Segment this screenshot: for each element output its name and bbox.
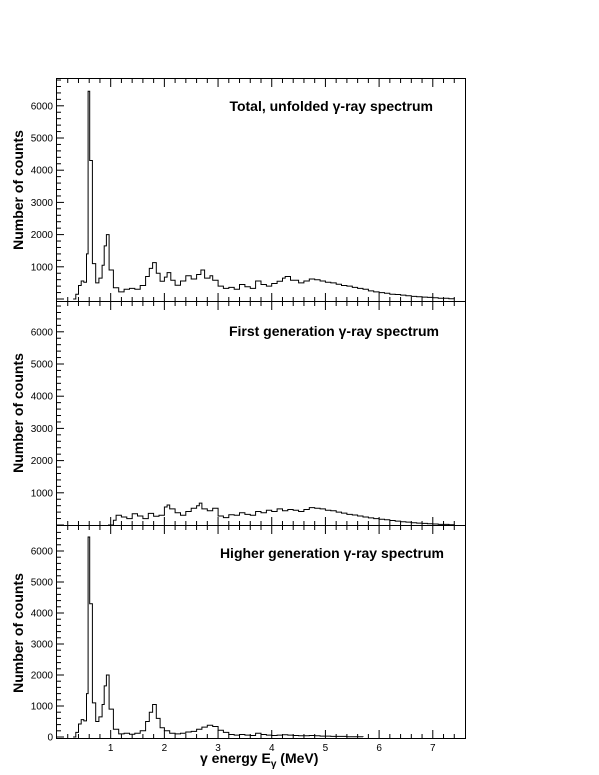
histogram-line (73, 90, 455, 300)
y-tick-label: 2000 (31, 671, 54, 682)
x-tick-label: 4 (269, 743, 275, 754)
histogram-line (73, 536, 364, 738)
y-tick-label: 5000 (31, 578, 54, 589)
y-axis-label: Number of counts (10, 130, 26, 250)
y-axis-label: Number of counts (10, 573, 26, 693)
x-axis-label-subscript: γ (271, 759, 277, 770)
panel-frame (56, 525, 466, 739)
y-tick-label: 3000 (31, 424, 54, 435)
panel-title: Higher generation γ-ray spectrum (220, 545, 444, 561)
y-tick-label: 6000 (31, 547, 54, 558)
y-tick-label: 5000 (31, 360, 54, 371)
x-axis-label-unit: (MeV) (276, 750, 318, 766)
y-tick-label: 3000 (31, 640, 54, 651)
y-tick-label: 4000 (31, 609, 54, 620)
x-axis-label-main: γ energy E (200, 750, 271, 766)
histogram-line (108, 502, 455, 526)
y-tick-label: 2000 (31, 230, 54, 241)
y-tick-label: 6000 (31, 327, 54, 338)
y-tick-label: 5000 (31, 134, 54, 145)
tick-group: 1000 2000 3000 4000 5000 6000 (31, 302, 455, 526)
y-tick-label: 4000 (31, 392, 54, 403)
x-tick-label: 1 (108, 743, 114, 754)
y-tick-label: 2000 (31, 456, 54, 467)
tick-group: 1000 2000 3000 4000 5000 6000 (31, 79, 455, 301)
y-tick-label: 3000 (31, 198, 54, 209)
y-tick-label: 1000 (31, 702, 54, 713)
x-tick-label: 7 (430, 743, 436, 754)
panel-title: Total, unfolded γ-ray spectrum (229, 98, 433, 114)
panel-title: First generation γ-ray spectrum (229, 323, 439, 339)
panel-first-generation: First generation γ-ray spectrum 1000 2000… (31, 301, 466, 526)
panel-total-spectrum: Total, unfolded γ-ray spectrum 1000 2000 3… (31, 78, 466, 302)
y-tick-label: 1000 (31, 488, 54, 499)
x-tick-label: 6 (376, 743, 382, 754)
y-axis-label: Number of counts (10, 353, 26, 473)
y-tick-label: 0 (47, 733, 53, 744)
tick-group: 0 1000 2000 3000 4000 5000 6000 1 2 3 4 5 6 7 (31, 526, 455, 754)
x-tick-label: 3 (215, 743, 221, 754)
y-tick-label: 1000 (31, 262, 54, 273)
y-tick-label: 4000 (31, 166, 54, 177)
x-axis-label: γ energy Eγ (MeV) (200, 750, 318, 770)
x-tick-label: 5 (323, 743, 329, 754)
x-tick-label: 2 (162, 743, 168, 754)
y-tick-label: 6000 (31, 101, 54, 112)
panel-higher-generation: Higher generation γ-ray spectrum 0 1000 20… (31, 525, 466, 754)
